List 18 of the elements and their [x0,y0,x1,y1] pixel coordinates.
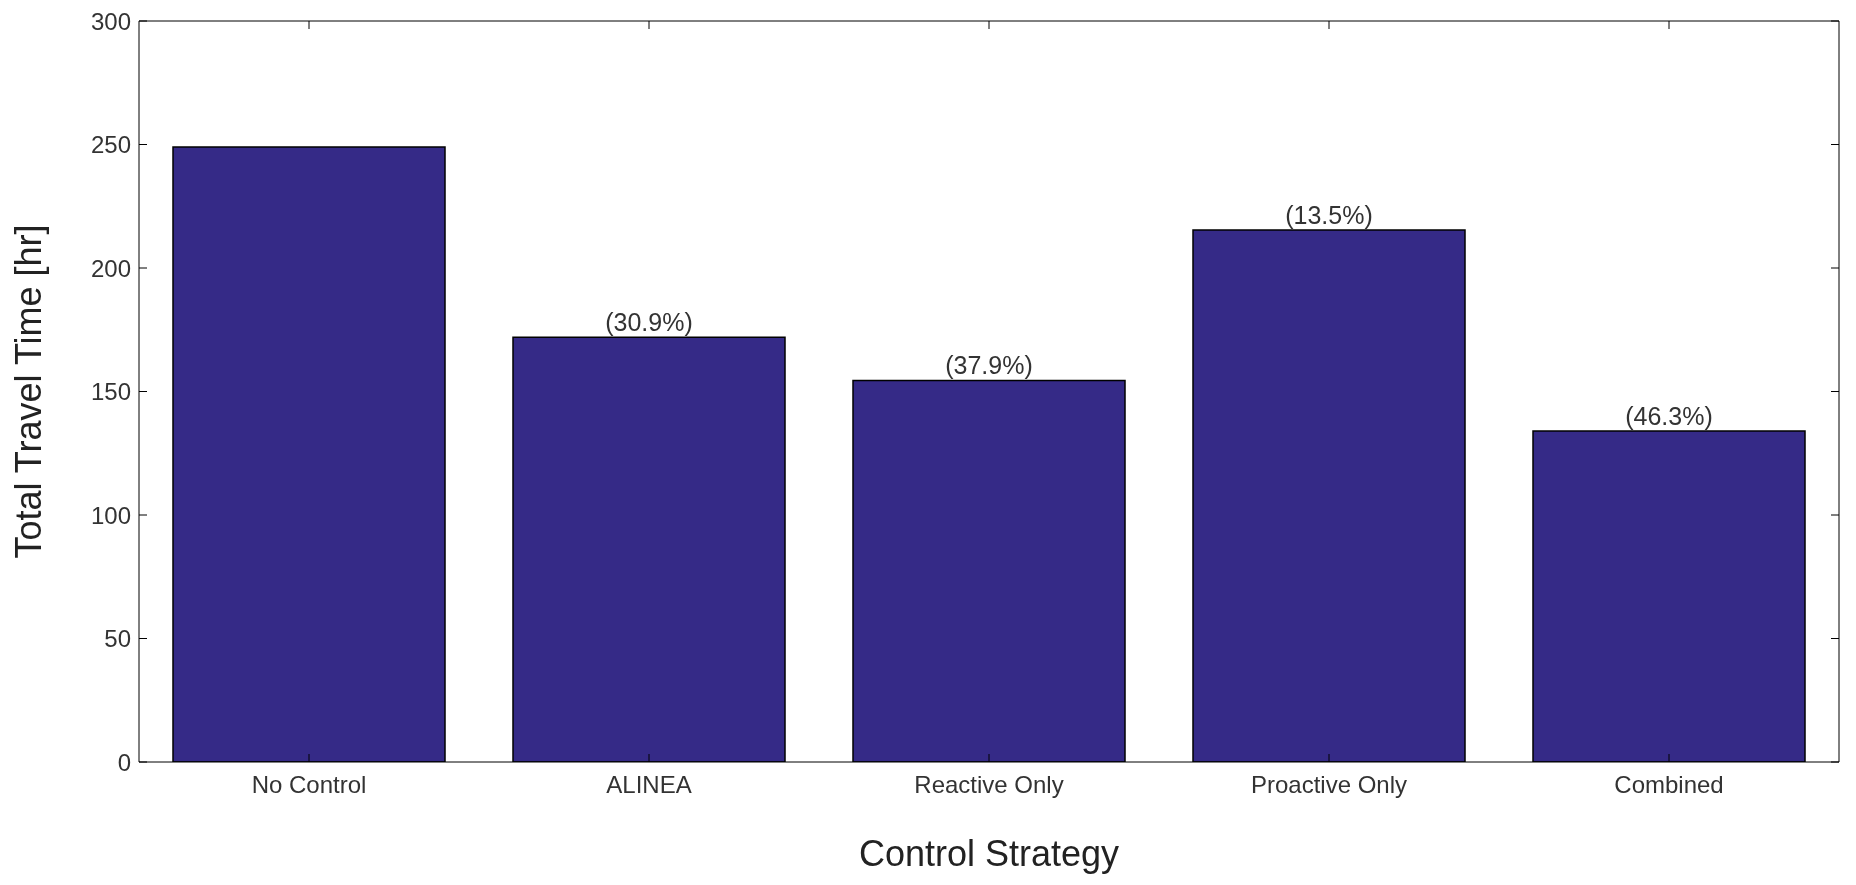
y-tick-label: 100 [90,501,131,529]
annotation: (46.3%) [1625,402,1713,431]
annotation: (13.5%) [1285,200,1373,229]
y-tick-label: 200 [90,254,131,282]
y-tick-label: 50 [104,625,131,653]
y-axis-title: Total Travel Time [hr] [7,224,49,559]
x-tick-label: ALINEA [606,771,692,799]
annotation: (30.9%) [605,308,693,337]
x-tick-label: Combined [1614,771,1724,799]
y-tick-label: 250 [90,131,131,159]
x-axis-title: Control Strategy [858,833,1120,874]
x-tick-label: No Control [251,771,367,799]
y-tick-label: 0 [117,748,131,776]
y-tick-label: 300 [90,7,131,35]
x-tick-label: Proactive Only [1250,771,1408,799]
annotation: (37.9%) [945,351,1033,380]
y-tick-label: 150 [90,378,131,406]
x-tick-label: Reactive Only [914,771,1064,799]
